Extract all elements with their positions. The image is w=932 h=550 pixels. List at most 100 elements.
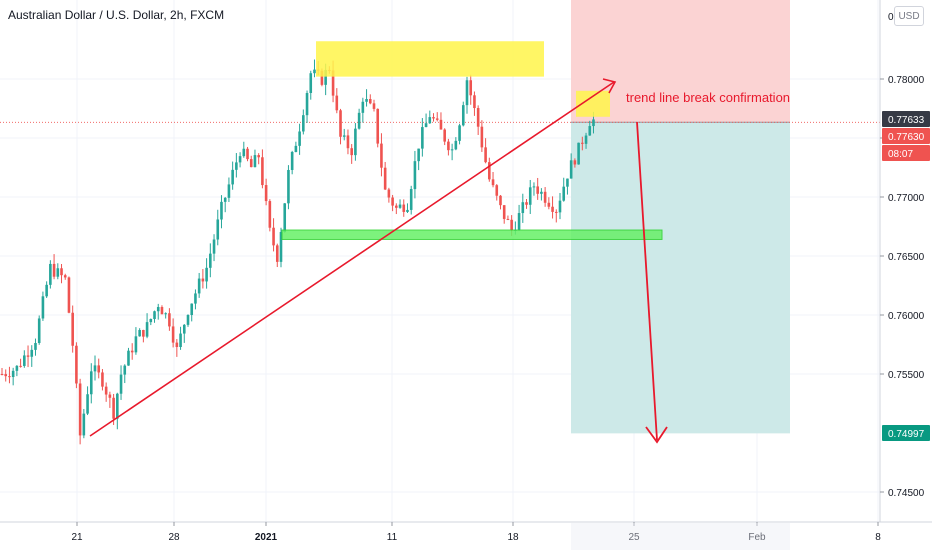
candle-body <box>450 149 454 151</box>
candle-body <box>413 161 417 190</box>
candle-body <box>112 397 115 419</box>
candle-body <box>220 201 223 220</box>
symbol-title[interactable]: Australian Dollar / U.S. Dollar, 2h, FXC… <box>8 8 225 22</box>
candle-body <box>447 141 450 151</box>
candle-body <box>261 157 264 186</box>
candle-body <box>86 394 89 414</box>
last-price-tag: 0.77633 <box>888 115 925 126</box>
trend-line-arrowhead <box>602 78 617 94</box>
candle-body <box>335 95 339 111</box>
candle-body <box>246 148 249 160</box>
candle-body <box>521 202 525 214</box>
candle-body <box>8 376 11 378</box>
candle-body <box>510 219 513 231</box>
candlestick-series <box>0 59 595 445</box>
candle-body <box>495 185 499 196</box>
candle-body <box>130 350 134 353</box>
candle-body <box>30 349 34 357</box>
time-axis[interactable]: 21 28 2021 11 18 25 Feb 8 <box>0 521 932 550</box>
candle-body <box>134 336 138 353</box>
candle-body <box>116 393 119 419</box>
candle-body <box>294 145 298 152</box>
candle-body <box>205 267 208 282</box>
annotation-text: trend line break confirmation <box>626 90 790 105</box>
candle-body <box>581 142 584 144</box>
candle-body <box>145 322 149 337</box>
candle-body <box>104 386 108 395</box>
candle-body <box>428 117 432 124</box>
time-tick-label: 25 <box>628 532 640 543</box>
projection-arrow <box>636 121 658 441</box>
candle-body <box>532 186 536 188</box>
candle-body <box>93 365 97 372</box>
candle-body <box>231 169 234 185</box>
price-tick-label: 0 <box>888 12 894 23</box>
candle-body <box>324 69 327 85</box>
candle-body <box>547 202 551 207</box>
candle-body <box>443 129 446 142</box>
time-tick-label: 2021 <box>255 532 278 543</box>
candle-body <box>558 200 562 213</box>
candle-body <box>60 268 63 276</box>
candle-body <box>197 278 201 294</box>
candle-body <box>339 110 342 137</box>
candle-body <box>249 159 253 168</box>
candle-body <box>89 371 93 395</box>
candle-body <box>402 204 406 212</box>
candle-body <box>435 118 439 120</box>
time-tick-label: 21 <box>71 532 83 543</box>
candle-body <box>23 355 26 366</box>
candle-body <box>305 92 309 116</box>
candle-body <box>543 191 547 203</box>
candle-body <box>78 383 82 436</box>
candle-body <box>342 135 346 137</box>
price-axis[interactable]: 0.780000.775000.770000.765000.760000.755… <box>879 0 932 522</box>
candle-body <box>350 148 353 156</box>
resistance-highlight <box>316 41 544 77</box>
candle-body <box>223 197 227 202</box>
current-price-tag: 0.77630 <box>888 132 925 143</box>
candle-body <box>67 277 71 313</box>
candle-body <box>309 73 313 93</box>
candle-body <box>201 278 205 282</box>
candle-body <box>387 189 391 198</box>
candle-body <box>368 99 372 104</box>
candle-body <box>287 169 290 204</box>
candle-body <box>469 80 473 96</box>
candle-body <box>63 275 67 278</box>
candle-body <box>149 319 153 323</box>
candle-body <box>480 126 484 148</box>
candle-body <box>484 147 487 163</box>
candle-body <box>182 324 186 334</box>
price-tick-label: 0.76500 <box>888 252 925 263</box>
candle-body <box>313 69 316 74</box>
candle-body <box>242 148 246 157</box>
trend-line <box>89 81 615 437</box>
candle-body <box>361 101 365 113</box>
candle-body <box>409 189 413 210</box>
candle-body <box>569 160 573 179</box>
candle-body <box>190 303 194 316</box>
countdown-tag-bg <box>882 145 930 161</box>
candle-body <box>272 227 275 246</box>
candle-body <box>164 313 167 315</box>
candle-body <box>290 151 294 170</box>
price-tick-label: 0.76000 <box>888 311 925 322</box>
candle-body <box>15 365 19 371</box>
currency-button[interactable]: USD <box>894 6 924 26</box>
candle-body <box>216 219 220 240</box>
candle-body <box>97 365 101 373</box>
candle-body <box>283 203 287 232</box>
time-tick-label: Feb <box>748 532 766 543</box>
candle-body <box>577 142 580 165</box>
candle-body <box>588 126 592 136</box>
candle-body <box>4 374 8 377</box>
candle-body <box>421 127 424 149</box>
candle-body <box>160 307 164 315</box>
candle-body <box>376 108 380 144</box>
candle-body <box>156 307 160 312</box>
candle-body <box>354 128 357 156</box>
candle-body <box>279 231 283 262</box>
candle-body <box>275 245 279 262</box>
